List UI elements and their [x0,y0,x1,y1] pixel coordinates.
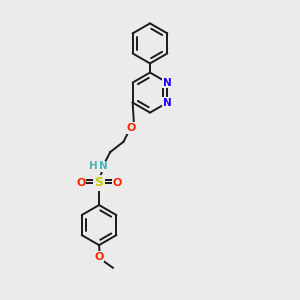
Text: H: H [89,161,98,172]
Text: O: O [94,252,104,262]
Text: S: S [94,176,103,190]
Text: N: N [163,78,172,88]
Text: O: O [127,123,136,133]
Text: O: O [76,178,86,188]
Text: O: O [112,178,122,188]
Text: N: N [98,161,107,172]
Text: N: N [163,98,172,108]
